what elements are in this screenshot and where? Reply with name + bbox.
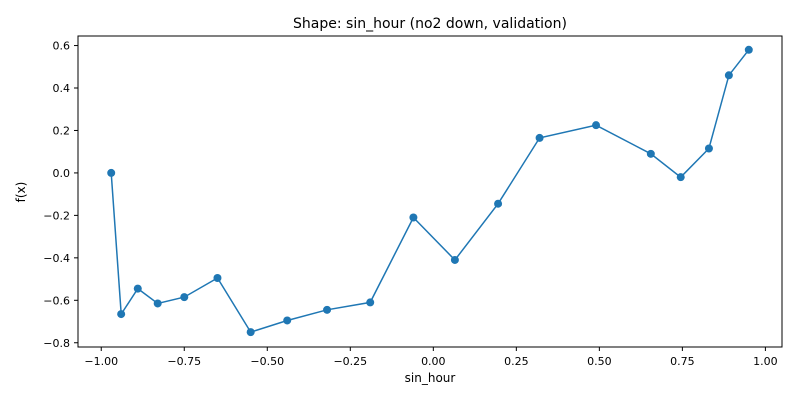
data-point [704,144,713,153]
data-point [409,213,418,222]
series-line [110,49,750,333]
data-point [213,274,222,283]
data-point [450,255,459,264]
x-axis-label: sin_hour [405,371,456,385]
x-tick-label: −1.00 [84,355,118,368]
data-point [283,316,292,325]
data-point [323,305,332,314]
y-axis-label: f(x) [14,182,28,203]
data-point [646,149,655,158]
x-tick-label: 0.50 [587,355,612,368]
data-point [724,71,733,80]
y-tick-label: 0.0 [53,167,71,180]
x-tick-label: −0.75 [167,355,201,368]
plot-frame [77,35,783,348]
plot-area [107,45,753,337]
data-point [153,299,162,308]
x-tick-label: −0.25 [333,355,367,368]
data-point [117,310,126,319]
x-tick-label: 0.00 [421,355,446,368]
data-point [366,298,375,307]
x-tick-label: 0.75 [670,355,695,368]
data-point [592,121,601,130]
x-tick-label: 1.00 [753,355,778,368]
data-point [494,199,503,208]
data-point [133,284,142,293]
y-tick-label: −0.6 [43,294,70,307]
x-tick-label: −0.50 [250,355,284,368]
data-point [676,173,685,182]
x-tick-label: 0.25 [504,355,529,368]
data-point [744,45,753,54]
y-tick-label: 0.2 [53,124,71,137]
y-tick-label: −0.4 [43,252,70,265]
data-point [246,328,255,337]
data-point [107,168,116,177]
axis-ticks: −1.00 −0.75 −0.50 −0.25 0.00 0.25 0.50 0.75 1.00… [43,40,777,368]
data-point [180,293,189,302]
data-point [535,133,544,142]
y-tick-label: −0.2 [43,209,70,222]
y-tick-label: 0.4 [53,82,71,95]
chart-title: Shape: sin_hour (no2 down, validation) [293,16,567,32]
y-tick-label: 0.6 [53,40,71,53]
y-tick-label: −0.8 [43,337,70,350]
